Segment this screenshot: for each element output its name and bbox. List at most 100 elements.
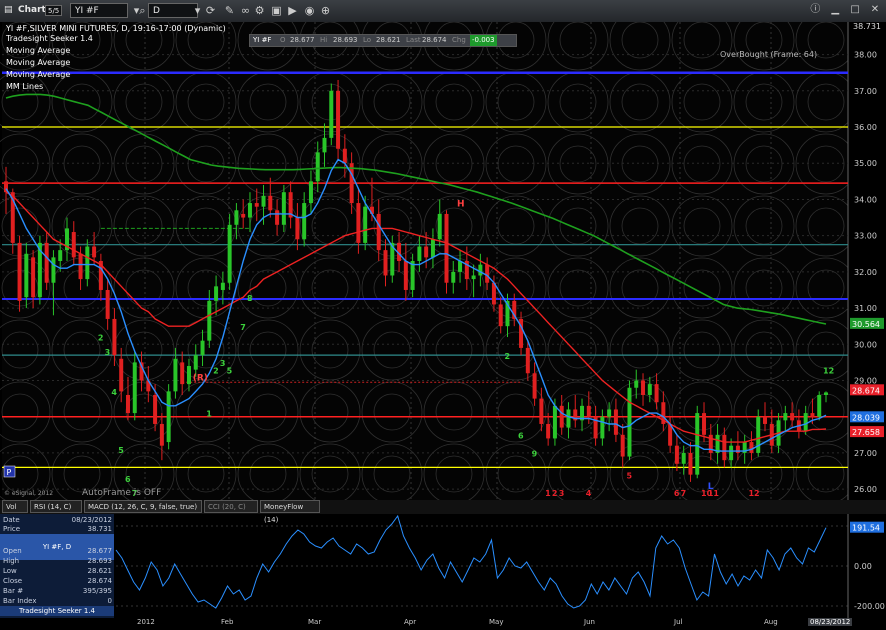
seeker-count-marker: 5 [118, 446, 124, 455]
price-tick-label: 27.00 [854, 449, 877, 458]
candle-body [668, 423, 673, 446]
seeker-count-marker: 1 [206, 410, 212, 419]
minimize-icon[interactable]: ▁ [831, 4, 840, 15]
price-chart[interactable]: 26.0027.0028.0029.0030.0031.0032.0033.00… [0, 22, 886, 618]
dw-price-label: Price [3, 525, 21, 533]
background-circle [249, 269, 287, 307]
candle-body [647, 384, 652, 395]
background-circle [125, 455, 163, 493]
study-label[interactable]: Moving Average [6, 46, 71, 55]
background-circle [559, 207, 597, 245]
indicator-tab[interactable]: RSI (14, C) [30, 500, 82, 513]
candle [803, 405, 808, 435]
background-circle [0, 381, 51, 443]
price-tick-label: 34.00 [854, 195, 877, 204]
background-circle [609, 319, 671, 381]
study-label[interactable]: Moving Average [6, 58, 71, 67]
background-circle [1, 145, 39, 183]
seeker-count-marker: 12 [823, 366, 834, 375]
candle-body [498, 304, 503, 327]
study-label[interactable]: MM Lines [6, 82, 44, 91]
candle [824, 391, 828, 403]
maximize-icon[interactable]: □ [850, 4, 860, 15]
settings-icon[interactable]: ⚙ [254, 4, 265, 17]
refresh-icon[interactable]: ⟳ [205, 4, 216, 17]
cci-tick-label: -200.00 [854, 602, 885, 611]
symbol-input[interactable]: YI #F [70, 3, 128, 18]
candle-body [85, 246, 90, 280]
candle [295, 203, 300, 251]
candle [119, 347, 124, 403]
candle [329, 83, 334, 146]
seeker-count-marker: 4 [111, 388, 117, 397]
price-tick-label: 32.00 [854, 268, 877, 277]
price-badge [850, 317, 884, 329]
candle-body [708, 434, 713, 453]
link-badge[interactable]: 5/5 [45, 5, 63, 16]
background-circle [547, 22, 609, 71]
study-label[interactable]: Moving Average [6, 70, 71, 79]
candle-body [702, 413, 707, 435]
candle [112, 308, 117, 367]
candle-body [247, 203, 252, 218]
print-icon[interactable]: ▣ [271, 4, 282, 17]
legend-low-label: Lo [363, 36, 372, 44]
indicator-tab[interactable]: Vol [2, 500, 28, 513]
candle [31, 250, 36, 309]
candle-body [200, 340, 205, 356]
properties-button [3, 465, 16, 478]
candle [288, 181, 293, 229]
seeker-count-marker: 10 [701, 489, 713, 498]
background-circle [683, 393, 721, 431]
link-icon[interactable]: ∞ [240, 4, 251, 17]
month-label: Feb [221, 618, 234, 626]
symbol-dropdown-icon[interactable]: ▾ [133, 4, 140, 17]
candle [634, 369, 639, 399]
study-label[interactable]: Tradesight Seeker 1.4 [6, 34, 93, 43]
candle [234, 203, 239, 240]
background-circle [373, 331, 411, 369]
candle-body [491, 282, 496, 305]
search-icon[interactable]: ⌕ [139, 4, 146, 17]
candle-body [302, 203, 307, 240]
interval-input[interactable]: D [148, 3, 198, 18]
chart-icon: ▤ [4, 5, 13, 15]
indicator-tab[interactable]: MoneyFlow (14) [260, 500, 320, 524]
info-icon[interactable]: ⓘ [810, 4, 821, 15]
indicator-tab[interactable]: MACD (12, 26, C, 9, false, true) [84, 500, 202, 513]
candle-body [166, 391, 171, 443]
candle [200, 329, 205, 367]
candle [397, 232, 402, 272]
background-circle [559, 83, 597, 121]
candle-body [24, 253, 29, 298]
month-label: 2012 [137, 618, 155, 626]
indicator-tab[interactable]: CCI (20, C) [204, 500, 258, 513]
pencil-icon[interactable]: ✎ [224, 4, 235, 17]
close-icon[interactable]: ✕ [870, 4, 880, 15]
candle-body [98, 261, 103, 290]
candle [580, 398, 585, 432]
seeker-count-marker: 4 [586, 489, 592, 498]
candle [735, 431, 740, 461]
candle [539, 387, 544, 432]
cci-pane [114, 514, 886, 618]
background-circle [63, 83, 101, 121]
month-label: May [489, 618, 504, 626]
dw-bar: 395/395 [82, 587, 112, 595]
play-icon[interactable]: ▶ [288, 4, 297, 17]
candle-body [180, 362, 185, 385]
background-circle [311, 393, 349, 431]
candle-body [132, 362, 137, 414]
background-circle [187, 22, 225, 59]
background-circle [249, 331, 287, 369]
interval-dropdown-icon[interactable]: ▾ [194, 4, 201, 17]
candle-body [125, 394, 130, 414]
background-circle [547, 195, 609, 257]
background-circle [113, 257, 175, 319]
camera-icon[interactable]: ◉ [304, 4, 315, 17]
zoom-icon[interactable]: ⊕ [320, 4, 331, 17]
candle [532, 362, 537, 406]
background-circle [299, 257, 361, 319]
seeker-count-marker: 3 [559, 489, 565, 498]
background-circle [373, 393, 411, 431]
